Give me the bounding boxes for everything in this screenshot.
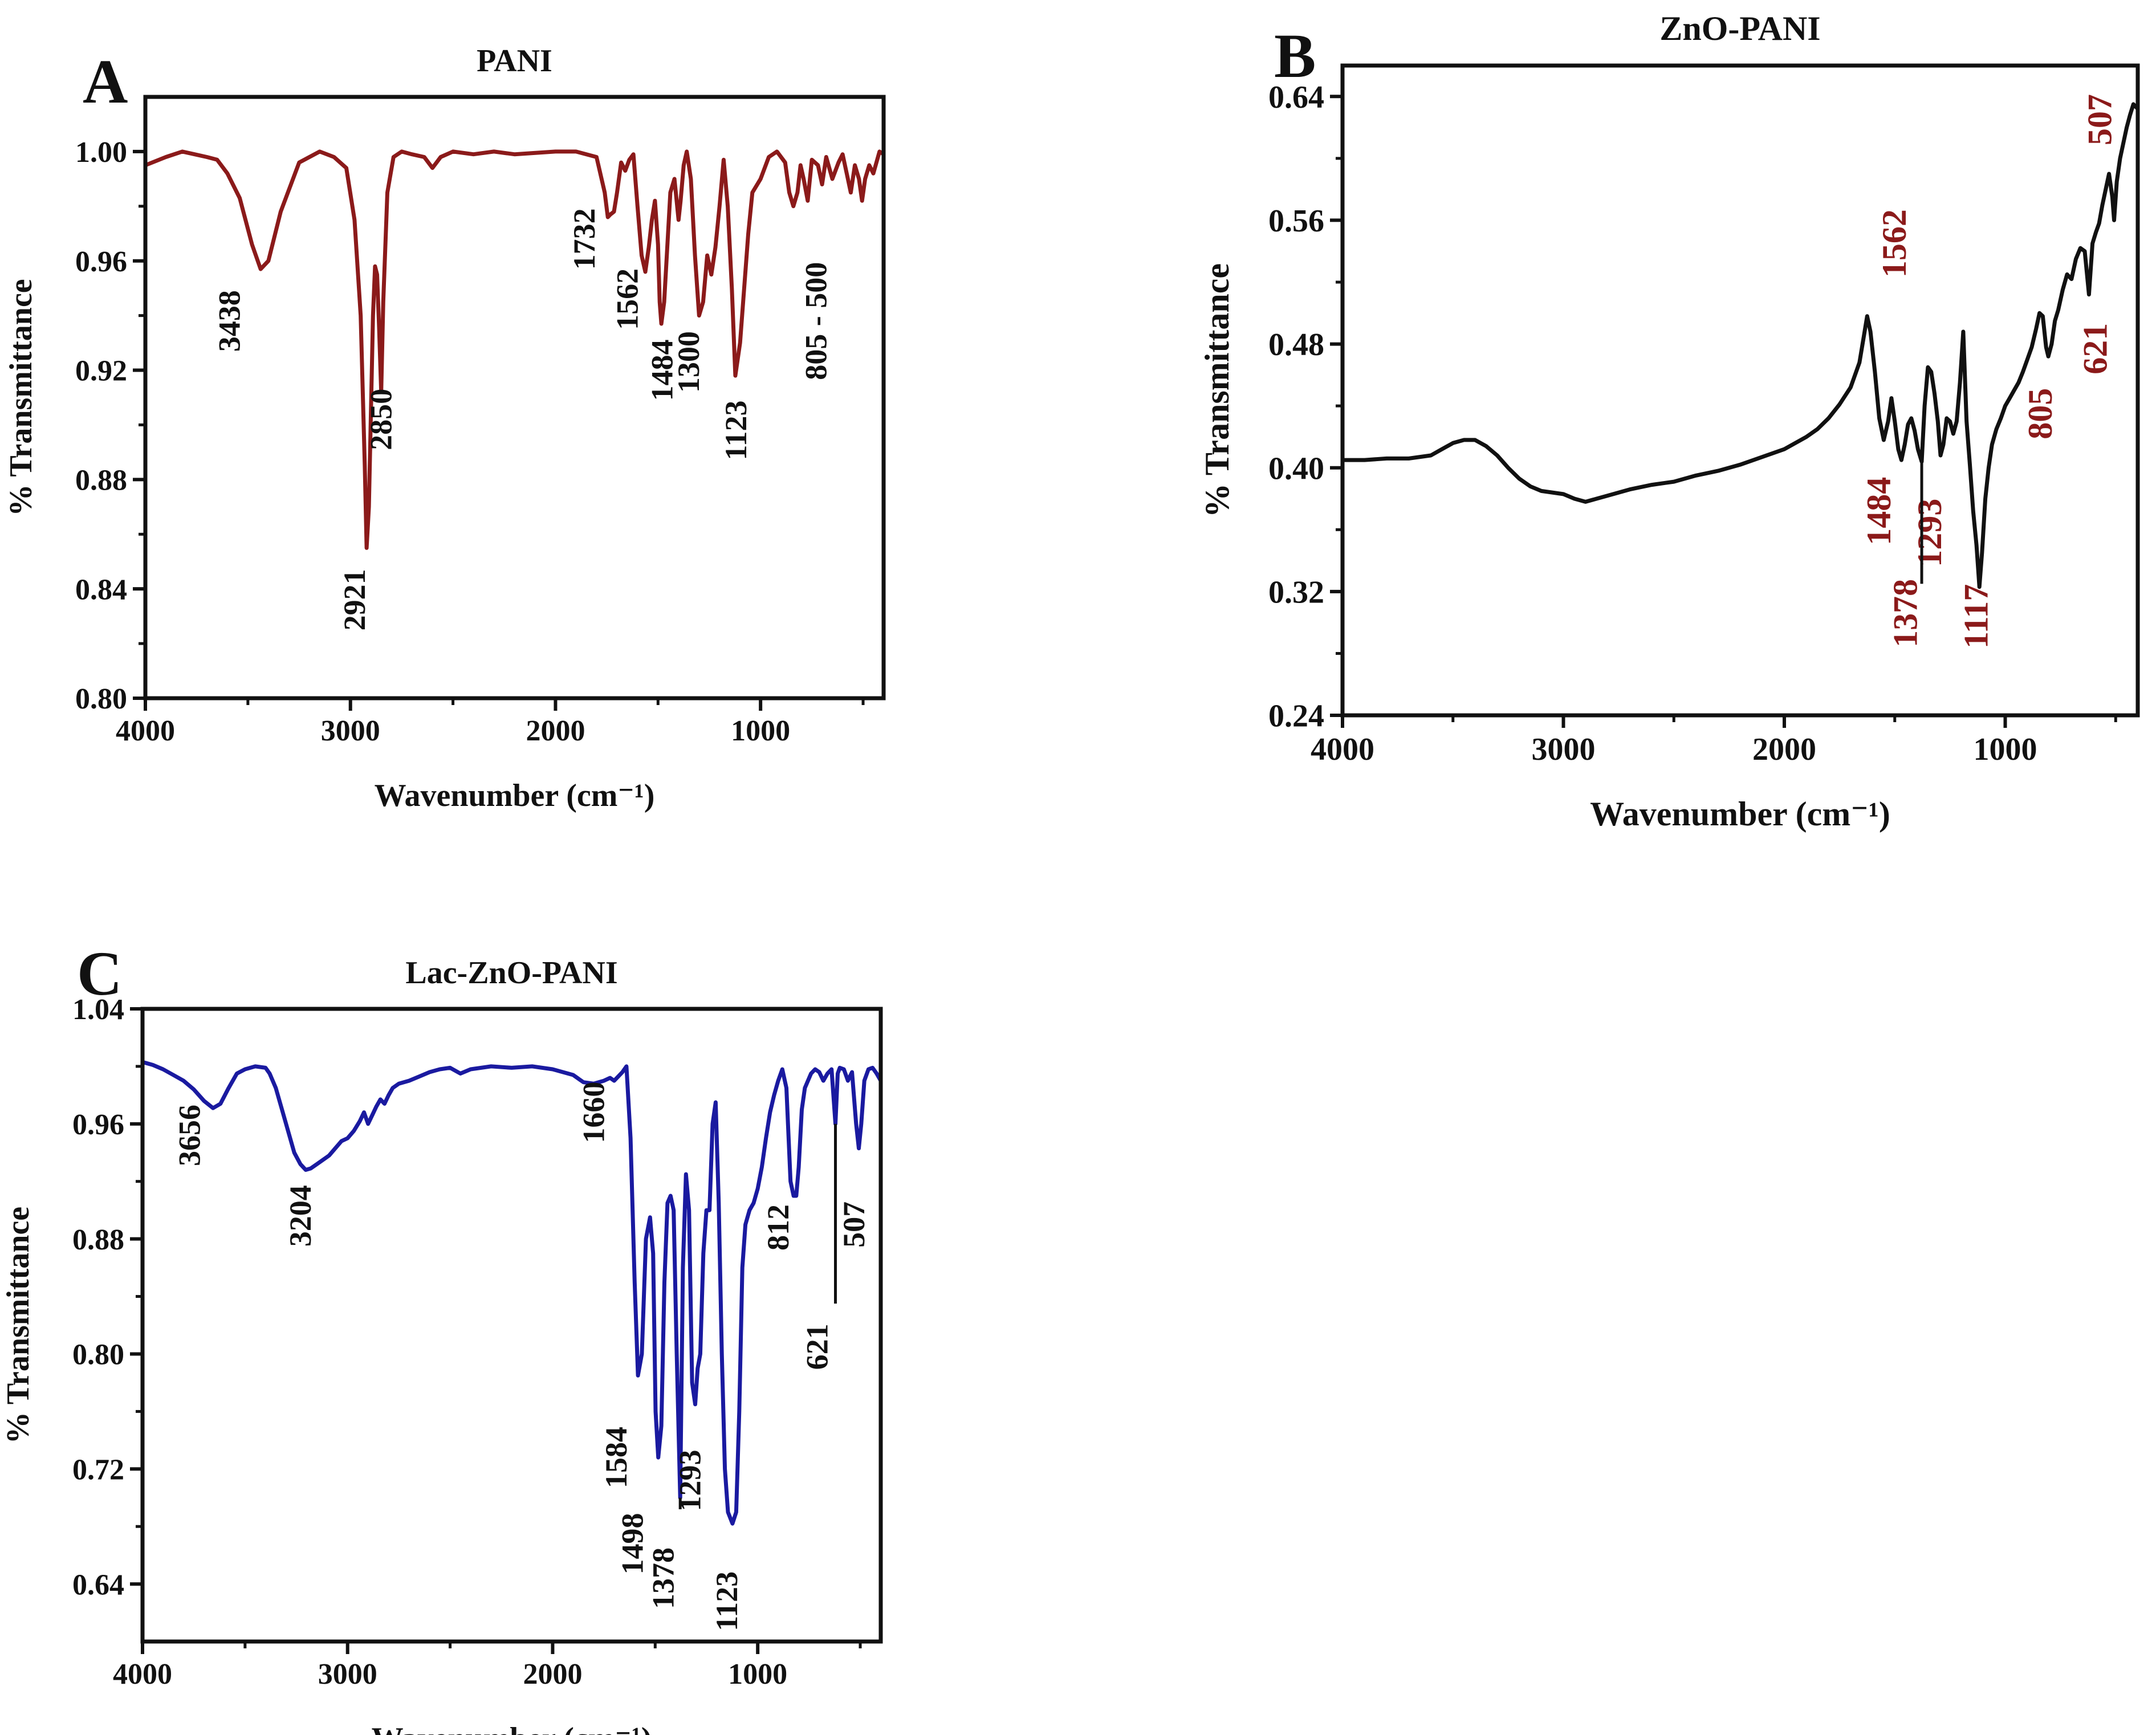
x-axis-label-b: Wavenumber (cm⁻¹) <box>1590 795 1890 833</box>
x-tick-label-a: 3000 <box>321 715 380 747</box>
peak-label-c: 1584 <box>599 1427 633 1488</box>
peak-label-c: 812 <box>761 1204 795 1251</box>
y-tick-label-b: 0.48 <box>1268 327 1324 363</box>
y-tick-label-a: 0.92 <box>75 355 127 388</box>
x-tick-label-c: 3000 <box>318 1658 377 1691</box>
peak-label-a: 1123 <box>719 401 753 461</box>
x-tick-label-a: 1000 <box>731 715 790 747</box>
chart-title-c: Lac-ZnO-PANI <box>405 955 617 991</box>
x-axis-label-c: Wavenumber (cm⁻¹) <box>372 1721 652 1735</box>
y-tick-label-a: 1.00 <box>75 136 127 169</box>
y-tick-label-c: 0.88 <box>72 1224 124 1256</box>
peak-label-c: 621 <box>800 1323 834 1370</box>
x-tick-label-c: 4000 <box>113 1658 172 1691</box>
y-tick-label-b: 0.64 <box>1268 80 1324 115</box>
peak-label-b: 1117 <box>1958 584 1995 649</box>
y-tick-label-b: 0.56 <box>1268 203 1324 239</box>
peak-label-c: 1498 <box>616 1513 650 1574</box>
y-tick-label-a: 0.96 <box>75 246 127 278</box>
chart-title-b: ZnO-PANI <box>1659 10 1820 47</box>
panel-letter-a: A <box>83 47 128 116</box>
x-axis-label-a: Wavenumber (cm⁻¹) <box>375 778 655 813</box>
peak-label-b: 1562 <box>1876 209 1913 278</box>
peak-label-c: 3204 <box>283 1185 318 1247</box>
panel-a: 4000 3000 2000 1000 0.80 0.84 0.88 0.92 0.96 1.00… <box>3 43 886 813</box>
panel-letter-c: C <box>77 939 122 1008</box>
y-tick-label-c: 0.80 <box>72 1339 124 1371</box>
peak-label-a: 1484 <box>645 340 679 401</box>
spectrum-line-a <box>145 149 884 550</box>
plot-frame-c <box>140 1007 883 1644</box>
spectrum-line-c <box>143 1060 881 1526</box>
y-tick-label-c: 0.96 <box>72 1109 124 1141</box>
y-tick-label-b: 0.24 <box>1268 699 1324 734</box>
peak-label-b: 507 <box>2081 94 2119 145</box>
spectrum-line-b <box>1343 102 2138 589</box>
x-tick-label-c: 2000 <box>523 1658 582 1691</box>
peak-label-c: 1293 <box>673 1449 707 1511</box>
y-axis-label-a: % Transmittance <box>3 279 39 516</box>
y-tick-label-c: 0.64 <box>72 1569 124 1601</box>
x-tick-label-b: 2000 <box>1752 732 1816 767</box>
peak-label-c: 1660 <box>576 1082 611 1143</box>
x-tick-label-b: 1000 <box>1974 732 2037 767</box>
peak-label-a: 1300 <box>672 331 706 393</box>
peak-label-a: 2921 <box>337 569 372 630</box>
peak-label-a: 1732 <box>567 208 601 270</box>
peak-label-b: 1293 <box>1911 499 1948 567</box>
peak-label-c: 1378 <box>646 1547 681 1609</box>
y-tick-label-a: 0.88 <box>75 465 127 497</box>
panel-letter-b: B <box>1274 21 1316 91</box>
y-tick-label-c: 1.04 <box>72 993 124 1026</box>
x-tick-label-b: 4000 <box>1311 732 1374 767</box>
y-tick-label-a: 0.80 <box>75 683 127 715</box>
peak-label-a: 1562 <box>610 268 644 330</box>
y-tick-label-b: 0.40 <box>1268 451 1324 486</box>
peak-label-b: 621 <box>2077 323 2114 374</box>
peak-label-a: 805 - 500 <box>799 262 833 380</box>
x-tick-label-c: 1000 <box>728 1658 787 1691</box>
plot-frame-a <box>143 95 886 700</box>
y-axis-label-c: % Transmittance <box>1 1207 36 1444</box>
peak-label-a: 2850 <box>364 389 398 450</box>
chart-title-a: PANI <box>477 43 552 79</box>
peak-label-a: 3438 <box>212 290 246 352</box>
peak-label-b: 1484 <box>1860 477 1898 545</box>
peak-label-b: 805 <box>2021 388 2059 439</box>
peak-label-b: 1378 <box>1887 579 1925 647</box>
x-tick-label-a: 4000 <box>116 715 175 747</box>
plot-frame-b <box>1340 63 2140 718</box>
peak-label-c: 507 <box>837 1202 871 1248</box>
y-tick-label-b: 0.32 <box>1268 575 1324 610</box>
peak-label-c: 1123 <box>710 1571 744 1631</box>
y-tick-label-c: 0.72 <box>72 1453 124 1486</box>
y-tick-label-a: 0.84 <box>75 573 127 606</box>
panel-c: 4000 3000 2000 1000 0.64 0.72 0.80 0.88 0.96 1.04… <box>1 939 883 1735</box>
x-tick-label-b: 3000 <box>1532 732 1596 767</box>
y-axis-label-b: % Transmittance <box>1198 263 1236 518</box>
x-tick-label-a: 2000 <box>526 715 585 747</box>
panel-b: 4000 3000 2000 1000 0.24 0.32 0.40 0.48 0.56 0.64… <box>1198 10 2140 833</box>
peak-label-c: 3656 <box>173 1105 207 1166</box>
